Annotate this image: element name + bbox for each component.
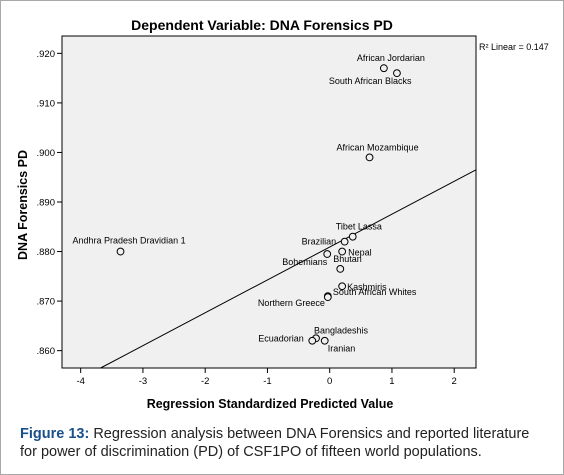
point-label: Bohemians	[282, 257, 328, 267]
data-point	[393, 69, 401, 78]
data-point	[116, 247, 125, 256]
scatter-chart: Dependent Variable: DNA Forensics PD Reg…	[16, 17, 549, 411]
y-tick-label: .910	[37, 98, 56, 109]
fit-line-label: R² Linear = 0.147	[479, 42, 549, 52]
x-tick-label: 0	[327, 376, 332, 387]
caption-text: Regression analysis between DNA Forensic…	[20, 426, 530, 460]
data-point	[308, 336, 317, 345]
plot-area	[61, 35, 477, 369]
x-tick-label: -1	[263, 376, 271, 387]
point-label: Brazilian	[302, 237, 337, 247]
point-label: Nepal	[348, 248, 372, 258]
x-tick-label: 1	[389, 376, 394, 387]
point-label: Bangladeshis	[314, 325, 369, 335]
y-axis-label: DNA Forensics PD	[16, 150, 30, 260]
point-label: Northern Greece	[258, 298, 325, 308]
data-point	[340, 237, 349, 246]
data-point	[336, 264, 345, 273]
figure-caption: Figure 13: Regression analysis between D…	[20, 425, 550, 461]
y-tick-label: .860	[37, 346, 56, 357]
point-label: Kashmiris	[347, 282, 387, 292]
data-point	[323, 293, 332, 302]
data-point	[348, 232, 357, 241]
point-label: South African Whites	[333, 287, 417, 297]
regression-fit-line	[100, 169, 477, 369]
y-tick-label: .920	[37, 49, 56, 60]
point-label: Bhutan	[333, 254, 362, 264]
x-tick-label: 2	[452, 376, 457, 387]
point-label: South African Blacks	[329, 76, 412, 86]
point-label: Ecuadorian	[258, 334, 304, 344]
x-tick-label: -4	[76, 376, 84, 387]
y-tick-label: .880	[37, 247, 56, 258]
y-tick-label: .870	[37, 297, 56, 308]
y-tick-label: .900	[37, 148, 56, 159]
y-tick-label: .890	[37, 198, 56, 209]
point-label: African Mozambique	[337, 142, 419, 152]
x-tick-label: -3	[139, 376, 147, 387]
data-point	[323, 250, 332, 258]
data-point	[365, 153, 374, 162]
x-tick-label: -2	[201, 376, 209, 387]
data-point	[379, 64, 388, 73]
caption-label: Figure 13:	[20, 426, 90, 442]
x-axis-label: Regression Standardized Predicted Value	[147, 397, 394, 411]
point-label: Iranian	[328, 344, 356, 354]
point-label: Andhra Pradesh Dravidian 1	[73, 236, 186, 246]
point-label: Tibet Lassa	[336, 222, 382, 232]
chart-title: Dependent Variable: DNA Forensics PD	[131, 17, 393, 33]
data-point	[338, 247, 347, 256]
point-label: African Jordarian	[357, 53, 425, 63]
data-point	[320, 336, 329, 345]
data-point	[338, 282, 347, 291]
